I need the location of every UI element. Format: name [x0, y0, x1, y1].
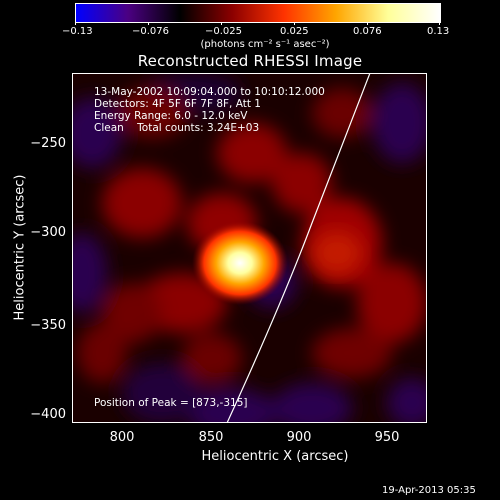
colorbar-tick: [148, 22, 149, 25]
x-tick-label: 800: [109, 430, 135, 445]
colorbar-tick: [439, 22, 440, 25]
colorbar-label: 0.13: [427, 26, 450, 37]
image-canvas: [72, 73, 427, 423]
colorbar: [75, 3, 441, 23]
colorbar-label: 0.076: [353, 26, 382, 37]
image-title: Reconstructed RHESSI Image: [137, 52, 363, 70]
x-axis-label: Heliocentric X (arcsec): [201, 449, 349, 464]
colorbar-label: −0.025: [205, 26, 243, 37]
rhessi-image: [72, 73, 427, 423]
y-tick-label: −250: [30, 136, 66, 151]
y-axis-label: Heliocentric Y (arcsec): [12, 174, 28, 321]
y-tick-label: −300: [30, 225, 66, 240]
y-tick-label: −350: [30, 318, 66, 333]
peak-position-text: Position of Peak = [873,-315]: [94, 397, 248, 409]
x-tick-label: 950: [374, 430, 400, 445]
colorbar-tick: [294, 22, 295, 25]
y-tick-label: −400: [30, 407, 66, 422]
x-tick-label: 850: [198, 430, 224, 445]
time-range-text: 13-May-2002 10:09:04.000 to 10:10:12.000: [94, 86, 325, 98]
colorbar-label: 0.025: [280, 26, 309, 37]
x-tick-label: 900: [286, 430, 312, 445]
colorbar-label: −0.13: [62, 26, 93, 37]
clean-counts-text: Clean Total counts: 3.24E+03: [94, 122, 260, 134]
colorbar-tick: [221, 22, 222, 25]
colorbar-tick: [367, 22, 368, 25]
colorbar-units: (photons cm⁻² s⁻¹ asec⁻²): [200, 39, 330, 50]
colorbar-label: −0.076: [132, 26, 170, 37]
colorbar-tick: [75, 22, 76, 25]
timestamp-footer: 19-Apr-2013 05:35: [382, 485, 476, 496]
energy-range-text: Energy Range: 6.0 - 12.0 keV: [94, 110, 248, 122]
detectors-text: Detectors: 4F 5F 6F 7F 8F, Att 1: [94, 98, 261, 110]
